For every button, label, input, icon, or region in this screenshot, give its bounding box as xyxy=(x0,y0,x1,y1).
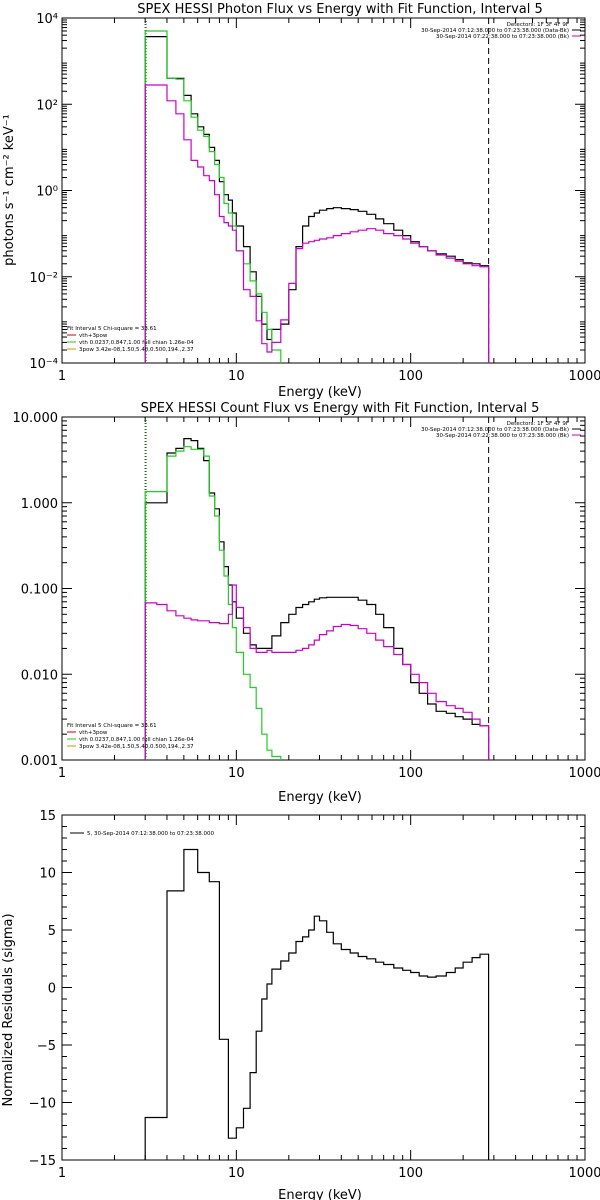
photon-flux-fit-text: 3pow 3.42e-08,1.50,5.40,0.500,194.,2.37 xyxy=(79,347,194,353)
residuals-x-tick-label: 1000 xyxy=(568,1166,600,1181)
count-flux-axes: 1 10 100 1000 0.001 0.010 0.100 1.000 10.000 xyxy=(13,411,600,781)
count-flux-x-tick-label: 100 xyxy=(398,766,423,781)
residuals-legend-text: 5, 30-Sep-2014 07:12:38.000 to 07:23:38.… xyxy=(87,831,214,837)
residuals-plot-area: 5, 30-Sep-2014 07:12:38.000 to 07:23:38.… xyxy=(70,831,490,1160)
photon-flux-fit-text: vth+3pow xyxy=(79,333,108,339)
count-flux-x-tick-label: 10 xyxy=(228,766,245,781)
residuals-y-tick-label: 15 xyxy=(39,809,56,824)
residuals-y-tick-label: 0 xyxy=(48,982,56,997)
residuals-y-tick-label: 5 xyxy=(48,924,56,939)
photon-flux-y-tick-label: 10⁻⁴ xyxy=(29,357,58,372)
photon-flux-legend-text: 30-Sep-2014 07:22:38.000 to 07:23:38.000… xyxy=(436,34,569,40)
photon-flux-legend-text: 30-Sep-2014 07:12:38.000 to 07:23:38.000… xyxy=(421,28,569,34)
photon-flux-legend-text: Detectors: 1F 3F 4F 9F xyxy=(507,22,569,28)
photon-flux-x-tick-label: 1 xyxy=(58,369,66,384)
residuals-axes: 1 10 100 1000 −15 −10 −5 0 5 10 15 xyxy=(29,809,600,1181)
residuals-x-tick-label: 1 xyxy=(58,1166,66,1181)
photon-flux-axes: 1 10 100 1000 10⁻⁴ 10⁻² 10⁰ 10² 10⁴ xyxy=(29,12,600,384)
residuals-y-tick-label: 10 xyxy=(39,867,56,882)
count-flux-y-tick-label: 1.000 xyxy=(21,497,58,512)
photon-flux-x-tick-label: 10 xyxy=(228,369,245,384)
photon-flux-x-tick-label: 100 xyxy=(398,369,423,384)
residuals-x-label: Energy (keV) xyxy=(278,1188,362,1200)
count-flux-series-0 xyxy=(144,438,490,760)
count-flux-legend-text: 30-Sep-2014 07:12:38.000 to 07:23:38.000… xyxy=(421,427,569,433)
count-flux-y-tick-label: 0.001 xyxy=(21,754,58,769)
residuals-y-tick-label: −5 xyxy=(37,1039,56,1054)
residuals-panel: Energy (keV) Normalized Residuals (sigma… xyxy=(1,809,600,1200)
photon-flux-y-tick-label: 10² xyxy=(36,98,58,113)
count-flux-panel: SPEX HESSI Count Flux vs Energy with Fit… xyxy=(13,401,600,805)
count-flux-frame xyxy=(61,416,586,761)
residuals-x-tick-label: 100 xyxy=(398,1166,423,1181)
count-flux-series-1 xyxy=(144,446,282,760)
count-flux-legend-text: Detectors: 1F 3F 4F 9F xyxy=(507,421,569,427)
count-flux-fit-text: 3pow 3.42e-08,1.50,5.40,0.500,194.,2.37 xyxy=(79,744,194,750)
residuals-y-tick-label: −10 xyxy=(29,1097,56,1112)
count-flux-fit-text: Fit Interval 5 Chi-square = 33.61 xyxy=(67,723,157,729)
photon-flux-x-label: Energy (keV) xyxy=(278,385,362,400)
count-flux-x-tick-label: 1000 xyxy=(568,766,600,781)
residuals-series-0 xyxy=(144,848,490,1160)
photon-flux-y-tick-label: 10⁴ xyxy=(36,12,58,27)
residuals-frame xyxy=(61,814,586,1161)
residuals-y-label: Normalized Residuals (sigma) xyxy=(1,913,16,1106)
photon-flux-y-tick-label: 10⁰ xyxy=(36,185,58,200)
photon-flux-frame xyxy=(61,17,586,364)
count-flux-y-tick-label: 10.000 xyxy=(13,411,59,426)
photon-flux-y-tick-label: 10⁻² xyxy=(29,271,58,286)
photon-flux-fit-text: Fit Interval 5 Chi-square = 33.61 xyxy=(67,326,157,332)
count-flux-fit-text: vth+3pow xyxy=(79,730,108,736)
photon-flux-title: SPEX HESSI Photon Flux vs Energy with Fi… xyxy=(137,2,543,17)
count-flux-series-2 xyxy=(144,584,490,760)
photon-flux-y-label: photons s⁻¹ cm⁻² keV⁻¹ xyxy=(2,114,17,266)
photon-flux-series-0 xyxy=(144,36,490,363)
photon-flux-fit-text: vth 0.0237,0.847,1.00 full chian 1.26e-0… xyxy=(79,340,194,346)
residuals-y-tick-label: −15 xyxy=(29,1154,56,1169)
photon-flux-x-tick-label: 1000 xyxy=(568,369,600,384)
photon-flux-series-2 xyxy=(144,84,490,363)
photon-flux-series-1 xyxy=(144,30,282,363)
count-flux-title: SPEX HESSI Count Flux vs Energy with Fit… xyxy=(141,401,540,416)
count-flux-fit-text: vth 0.0237,0.847,1.00 full chian 1.26e-0… xyxy=(79,737,194,743)
count-flux-y-tick-label: 0.100 xyxy=(21,583,58,598)
count-flux-x-label: Energy (keV) xyxy=(278,790,362,805)
count-flux-y-tick-label: 0.010 xyxy=(21,668,58,683)
count-flux-legend-text: 30-Sep-2014 07:22:38.000 to 07:23:38.000… xyxy=(436,433,569,439)
count-flux-x-tick-label: 1 xyxy=(58,766,66,781)
photon-flux-panel: SPEX HESSI Photon Flux vs Energy with Fi… xyxy=(2,2,600,400)
residuals-x-tick-label: 10 xyxy=(228,1166,245,1181)
